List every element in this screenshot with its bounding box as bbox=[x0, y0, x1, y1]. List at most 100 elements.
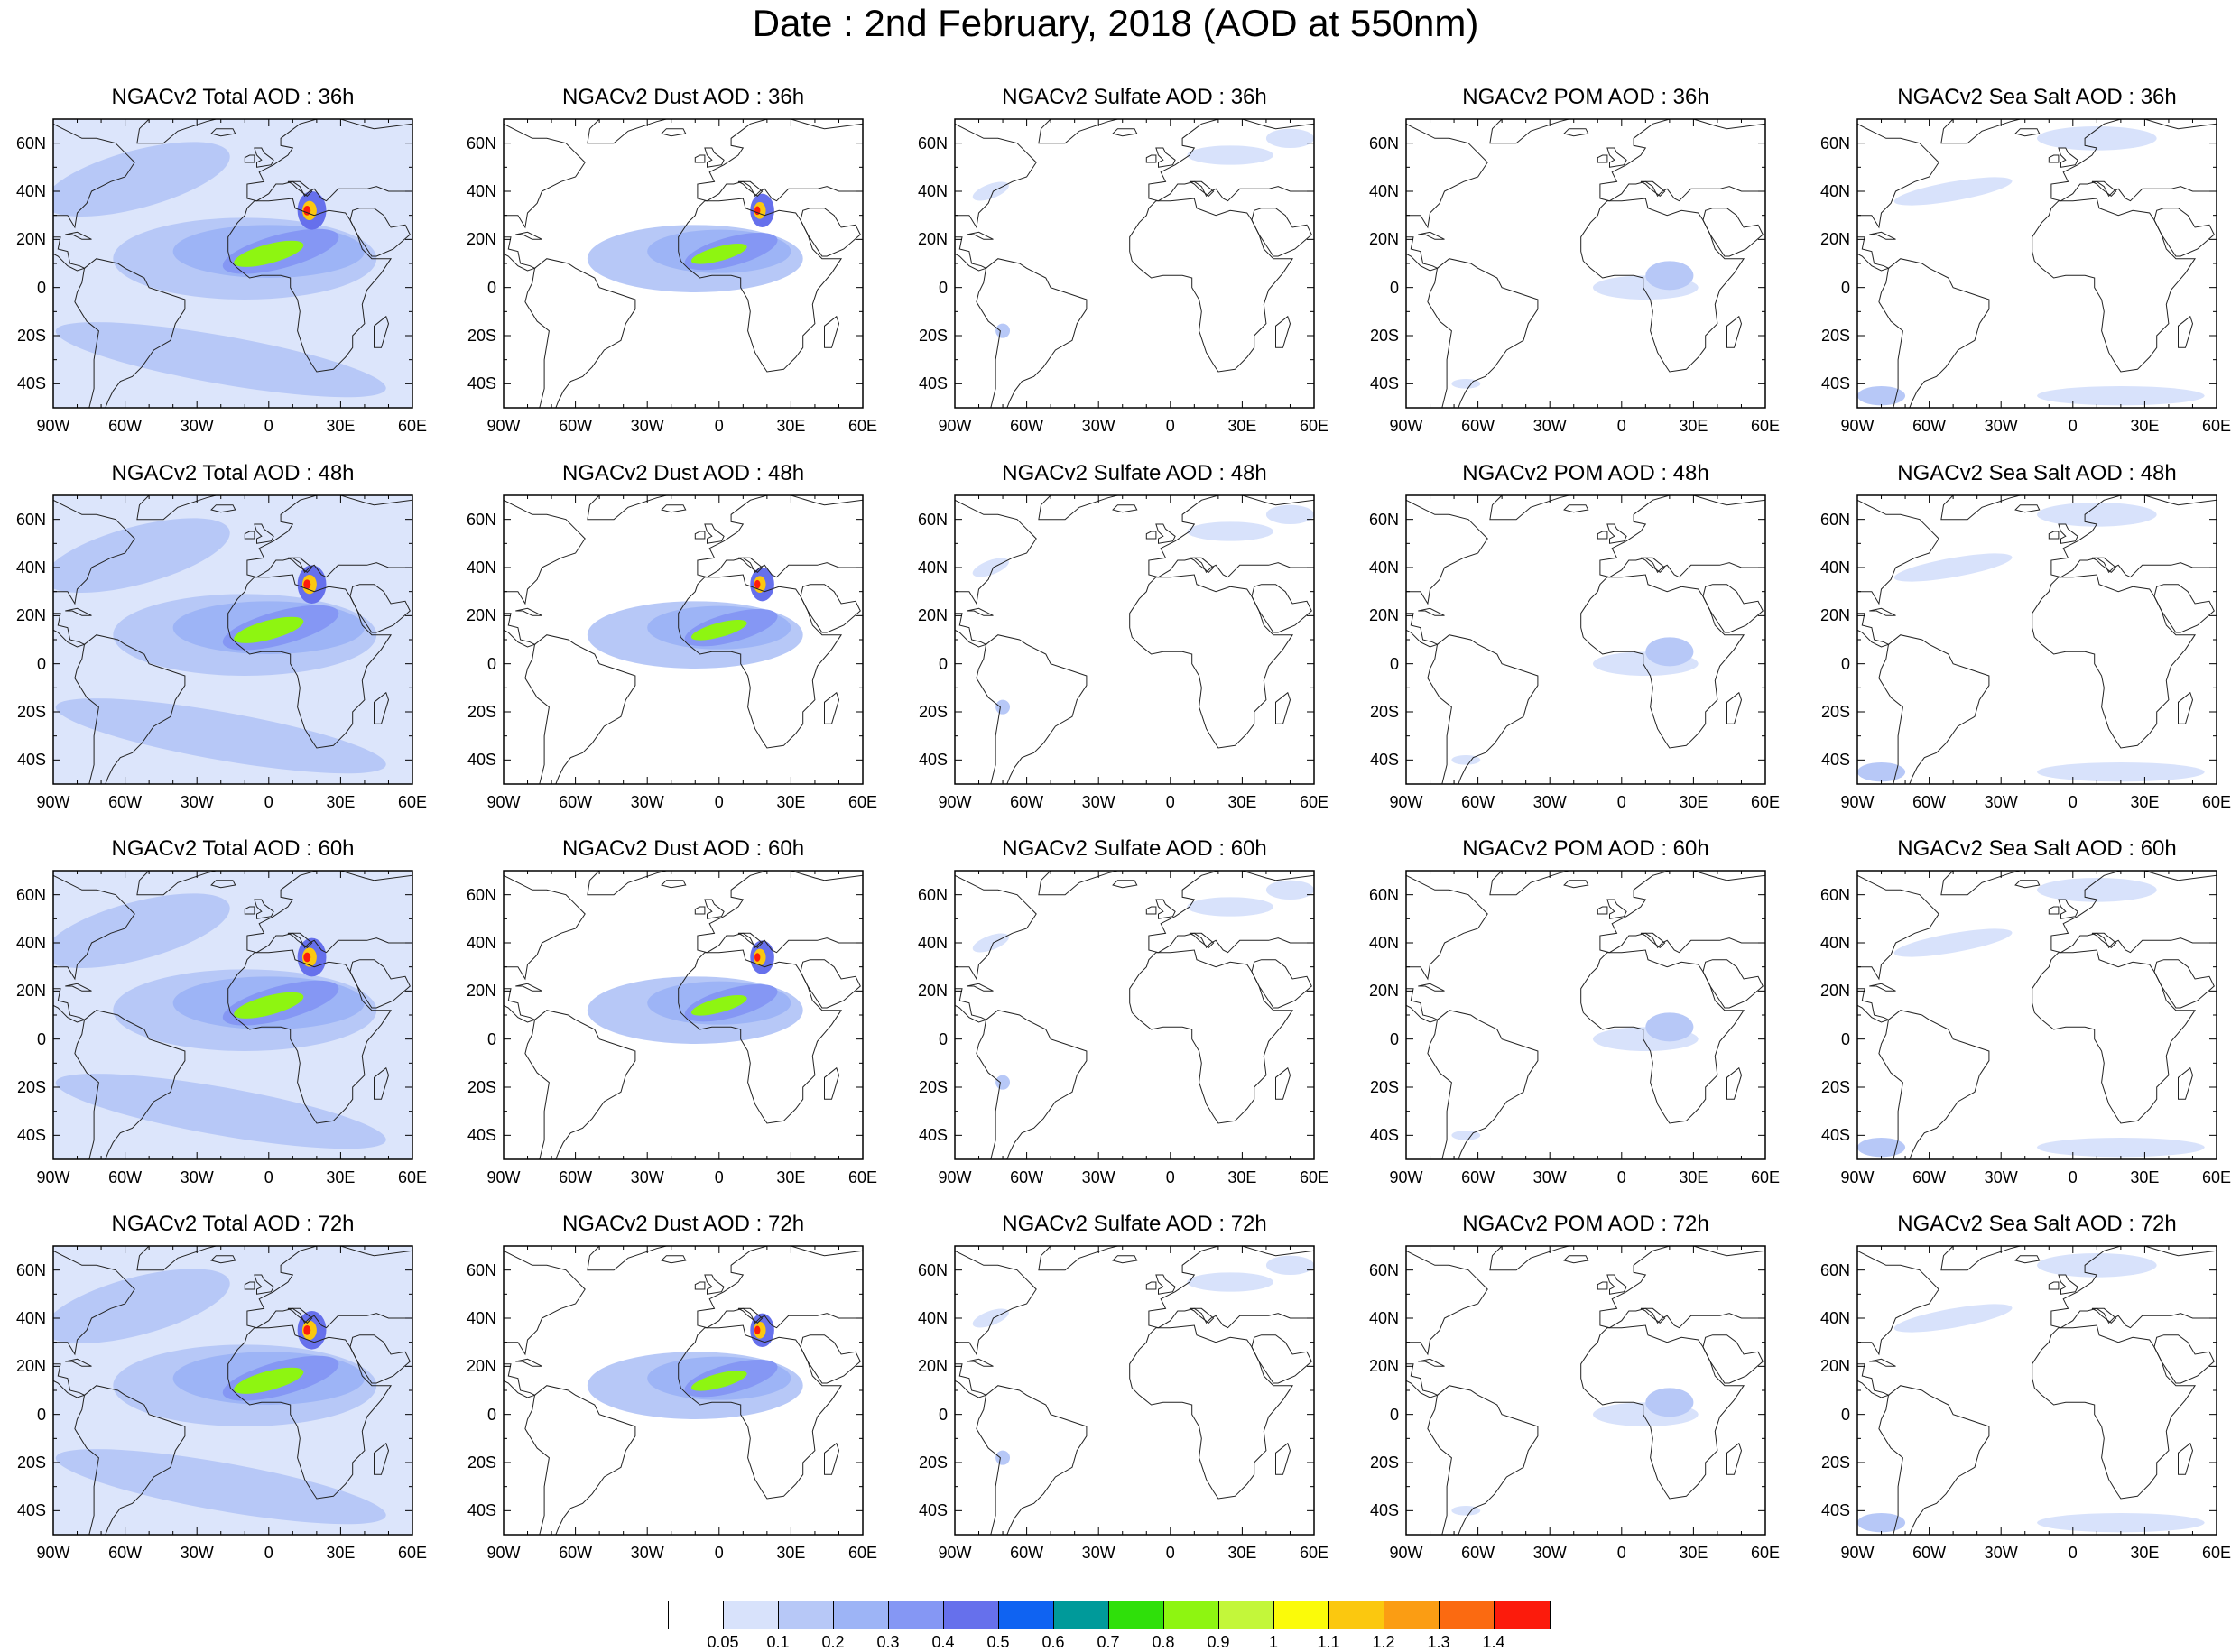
coastline-italy bbox=[287, 1307, 313, 1324]
lon-tick-label: 60W bbox=[1010, 1168, 1044, 1186]
coastline-africa bbox=[678, 198, 843, 373]
lat-tick-label: 20N bbox=[1368, 982, 1399, 1001]
coastline-iceland bbox=[1563, 504, 1589, 513]
lon-tick-label: 30E bbox=[2130, 417, 2160, 435]
coastline-madagascar bbox=[1726, 315, 1743, 348]
coastline-arabia bbox=[1702, 1334, 1764, 1384]
coastline-africa bbox=[227, 198, 393, 373]
coastline-north-america bbox=[53, 1250, 135, 1356]
colorbar-tick-label: 0.1 bbox=[766, 1633, 790, 1651]
coastline-cuba bbox=[1418, 1358, 1445, 1367]
colorbar-box bbox=[1164, 1601, 1219, 1629]
coastline-cuba bbox=[1418, 607, 1445, 616]
lat-tick-label: 20S bbox=[1369, 327, 1399, 345]
coastline-greenland bbox=[587, 1246, 667, 1271]
coastline-britain bbox=[1606, 1274, 1627, 1295]
coastline-italy bbox=[737, 1307, 764, 1324]
lon-tick-label: 30W bbox=[1081, 1544, 1116, 1562]
lat-tick-label: 40S bbox=[1369, 374, 1399, 393]
coastline-africa bbox=[2032, 1324, 2197, 1500]
lat-tick-label: 20S bbox=[1820, 327, 1850, 345]
lat-tick-label: 20S bbox=[1820, 1454, 1850, 1472]
coastline-cuba bbox=[1869, 231, 1896, 240]
lon-tick-label: 60E bbox=[847, 417, 878, 435]
lon-tick-label: 0 bbox=[714, 417, 724, 435]
lon-tick-label: 60W bbox=[559, 417, 593, 435]
coastline-arabia bbox=[2153, 959, 2215, 1009]
panel-title: NGACv2 Dust AOD : 60h bbox=[561, 836, 805, 861]
coastline-central-america bbox=[504, 613, 536, 648]
lon-tick-label: 0 bbox=[714, 793, 724, 811]
seasalt-band bbox=[1857, 1513, 1906, 1533]
lat-tick-label: 40S bbox=[16, 374, 46, 393]
seasalt-band bbox=[1857, 762, 1906, 782]
coastline-greenland bbox=[1038, 871, 1118, 896]
coastline-iceland bbox=[1112, 880, 1138, 889]
lon-tick-label: 60E bbox=[2201, 417, 2231, 435]
lon-tick-label: 30E bbox=[2130, 793, 2160, 811]
coastline-europe bbox=[1148, 871, 1314, 954]
colorbar-tick-label: 1.3 bbox=[1427, 1633, 1450, 1651]
lat-tick-label: 60N bbox=[15, 1260, 46, 1279]
colorbar-tick-label: 1.2 bbox=[1372, 1633, 1395, 1651]
coastline-africa bbox=[1580, 949, 1745, 1124]
coastline-italy bbox=[1189, 932, 1215, 948]
lon-tick-label: 30W bbox=[180, 1544, 214, 1562]
coastline-greenland bbox=[1038, 495, 1118, 521]
map-panel-dust-1 bbox=[503, 494, 864, 785]
coastline-central-america bbox=[1406, 1363, 1439, 1398]
coastline-europe bbox=[2050, 495, 2217, 578]
lat-tick-label: 0 bbox=[1389, 278, 1399, 297]
coastline-africa bbox=[227, 949, 393, 1124]
coastline-central-america bbox=[955, 1363, 987, 1398]
lon-tick-label: 30E bbox=[326, 1544, 356, 1562]
map-panel-dust-3 bbox=[503, 1245, 864, 1536]
aod-band bbox=[55, 322, 386, 398]
panel-title: NGACv2 Sulfate AOD : 36h bbox=[1002, 85, 1267, 109]
lat-tick-label: 40N bbox=[917, 182, 948, 200]
coastline-south-america bbox=[976, 1010, 1088, 1159]
panel-title: NGACv2 POM AOD : 48h bbox=[1462, 461, 1709, 485]
lat-tick-label: 60N bbox=[917, 134, 948, 152]
panel-title: NGACv2 POM AOD : 36h bbox=[1462, 85, 1709, 109]
lat-tick-label: 20S bbox=[16, 327, 46, 345]
coastline-south-america bbox=[74, 1010, 186, 1159]
lat-tick-label: 20S bbox=[467, 703, 496, 721]
lon-tick-label: 30W bbox=[1081, 1168, 1116, 1186]
pom-region bbox=[1645, 1012, 1694, 1042]
panel-title: NGACv2 POM AOD : 60h bbox=[1462, 836, 1709, 861]
coastline-greenland bbox=[587, 871, 667, 896]
sulfate-patch bbox=[995, 1450, 1011, 1465]
lon-tick-label: 60W bbox=[1461, 1544, 1495, 1562]
coastline-iceland bbox=[210, 880, 236, 889]
coastline-central-america bbox=[1406, 988, 1439, 1023]
coastline-greenland bbox=[1940, 119, 2021, 144]
lat-tick-label: 40S bbox=[1369, 1501, 1399, 1520]
lon-tick-label: 60E bbox=[1299, 1544, 1329, 1562]
lon-tick-label: 60W bbox=[559, 793, 593, 811]
coastline-europe bbox=[1148, 119, 1314, 202]
lon-tick-label: 0 bbox=[264, 793, 273, 811]
lon-tick-label: 60E bbox=[397, 417, 428, 435]
lon-tick-label: 30E bbox=[1679, 1544, 1708, 1562]
dust-plume bbox=[234, 240, 304, 267]
coastline-ireland bbox=[694, 1281, 706, 1290]
coastline-italy bbox=[737, 180, 764, 197]
sulfate-patch bbox=[972, 558, 1009, 577]
coastline-britain bbox=[704, 1274, 725, 1295]
lat-tick-label: 40S bbox=[918, 751, 948, 770]
lat-tick-label: 60N bbox=[1819, 885, 1850, 904]
lat-tick-label: 40S bbox=[16, 1501, 46, 1520]
coastline-central-america bbox=[1406, 613, 1439, 648]
coastline-madagascar bbox=[1275, 1442, 1291, 1475]
lon-tick-label: 90W bbox=[1840, 1544, 1875, 1562]
coastline-south-america bbox=[976, 258, 1088, 408]
lon-tick-label: 30W bbox=[1984, 1544, 2018, 1562]
coastline-europe bbox=[2050, 871, 2217, 954]
colorbar-tick-label: 0.4 bbox=[931, 1633, 955, 1651]
lon-tick-label: 30E bbox=[776, 1544, 806, 1562]
lat-tick-label: 20N bbox=[15, 1357, 46, 1376]
map-panel-sulfate-1 bbox=[954, 494, 1315, 785]
lat-tick-label: 40N bbox=[15, 934, 46, 952]
coastline-europe bbox=[697, 871, 863, 954]
